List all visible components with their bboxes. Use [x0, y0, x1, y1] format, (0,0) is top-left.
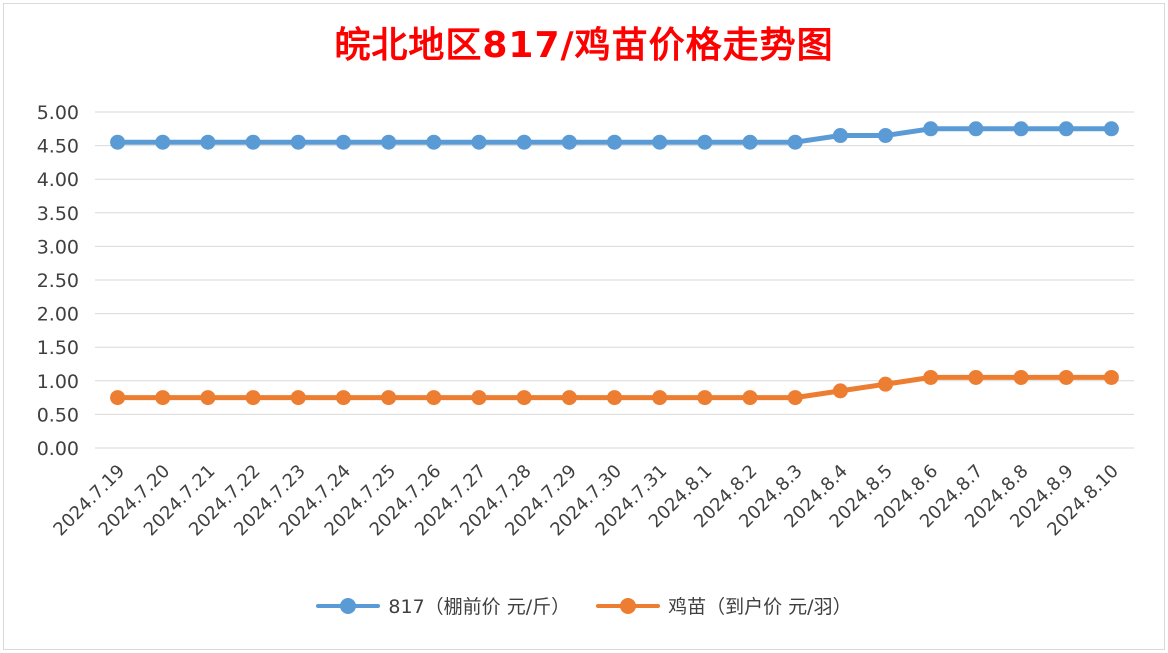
data-point-1 — [878, 376, 894, 392]
data-point-0 — [561, 134, 577, 150]
data-point-1 — [516, 390, 532, 406]
chart-title: 皖北地区817/鸡苗价格走势图 — [334, 25, 834, 66]
data-point-0 — [335, 134, 351, 150]
data-point-0 — [516, 134, 532, 150]
data-point-1 — [923, 369, 939, 385]
data-point-1 — [652, 390, 668, 406]
y-tick-label: 5.00 — [37, 102, 79, 124]
data-point-1 — [290, 390, 306, 406]
y-tick-label: 2.00 — [37, 304, 79, 326]
data-point-0 — [968, 121, 984, 137]
data-point-1 — [381, 390, 397, 406]
data-point-1 — [1013, 369, 1029, 385]
data-point-1 — [155, 390, 171, 406]
y-tick-label: 4.00 — [37, 169, 79, 191]
data-point-1 — [607, 390, 622, 406]
y-tick-label: 4.50 — [37, 136, 79, 158]
data-point-0 — [290, 134, 306, 150]
y-tick-label: 2.50 — [37, 270, 79, 292]
data-point-0 — [652, 134, 668, 150]
data-point-0 — [787, 134, 803, 150]
y-tick-label: 3.00 — [37, 236, 79, 258]
data-point-0 — [832, 128, 848, 144]
y-tick-label: 0.00 — [37, 438, 79, 460]
data-point-0 — [878, 128, 894, 144]
data-point-0 — [200, 134, 216, 150]
data-point-1 — [110, 390, 126, 406]
data-point-0 — [426, 134, 442, 150]
data-point-0 — [1058, 121, 1074, 137]
data-point-0 — [155, 134, 171, 150]
data-point-0 — [1013, 121, 1029, 137]
data-point-1 — [968, 369, 984, 385]
data-point-1 — [787, 390, 803, 406]
chart-frame — [3, 3, 1165, 650]
data-point-1 — [426, 390, 442, 406]
data-point-0 — [607, 134, 622, 150]
y-tick-label: 0.50 — [37, 404, 79, 426]
legend-label-817: 817（棚前价 元/斤） — [388, 596, 571, 618]
data-point-1 — [335, 390, 351, 406]
data-point-0 — [742, 134, 758, 150]
data-point-1 — [1058, 369, 1074, 385]
data-point-0 — [471, 134, 487, 150]
data-point-0 — [697, 134, 713, 150]
legend-item-817: 817（棚前价 元/斤） — [316, 592, 570, 619]
y-tick-label: 3.50 — [37, 203, 79, 225]
data-point-0 — [923, 121, 939, 137]
legend-marker-chick — [596, 596, 661, 616]
data-point-1 — [742, 390, 758, 406]
data-point-1 — [561, 390, 577, 406]
data-point-0 — [1103, 121, 1119, 137]
y-tick-label: 1.50 — [37, 337, 79, 359]
legend: 817（棚前价 元/斤） 鸡苗（到户价 元/羽） — [0, 592, 1168, 619]
data-point-1 — [245, 390, 261, 406]
legend-marker-817 — [316, 596, 381, 616]
legend-item-chick: 鸡苗（到户价 元/羽） — [596, 592, 852, 619]
data-point-0 — [110, 134, 126, 150]
data-point-1 — [200, 390, 216, 406]
y-tick-label: 1.00 — [37, 371, 79, 393]
data-point-0 — [245, 134, 261, 150]
data-point-1 — [1103, 369, 1119, 385]
legend-label-chick: 鸡苗（到户价 元/羽） — [668, 596, 852, 618]
data-point-1 — [471, 390, 487, 406]
data-point-0 — [381, 134, 397, 150]
data-point-1 — [832, 383, 848, 399]
data-point-1 — [697, 390, 713, 406]
